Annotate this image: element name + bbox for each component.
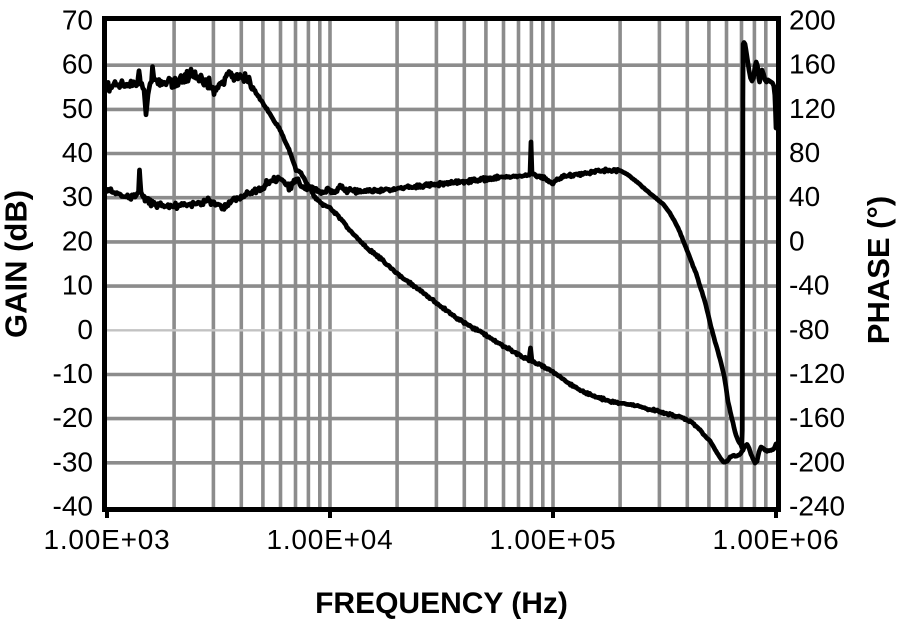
svg-text:0: 0: [789, 225, 805, 256]
svg-text:FREQUENCY (Hz): FREQUENCY (Hz): [315, 587, 568, 620]
svg-text:1.00E+06: 1.00E+06: [712, 524, 839, 555]
svg-text:160: 160: [789, 49, 836, 80]
svg-text:-40: -40: [789, 270, 829, 301]
svg-text:200: 200: [789, 5, 836, 36]
svg-text:0: 0: [77, 314, 93, 345]
svg-text:-200: -200: [789, 446, 845, 477]
svg-text:40: 40: [62, 137, 93, 168]
svg-text:30: 30: [62, 181, 93, 212]
svg-text:1.00E+03: 1.00E+03: [43, 524, 170, 555]
svg-text:GAIN (dB): GAIN (dB): [0, 190, 34, 338]
svg-text:120: 120: [789, 93, 836, 124]
svg-text:80: 80: [789, 137, 820, 168]
svg-text:-20: -20: [53, 402, 93, 433]
svg-text:-80: -80: [789, 314, 829, 345]
svg-text:-240: -240: [789, 491, 845, 522]
svg-text:-30: -30: [53, 446, 93, 477]
svg-text:-40: -40: [53, 491, 93, 522]
svg-text:40: 40: [789, 181, 820, 212]
svg-text:50: 50: [62, 93, 93, 124]
svg-text:-120: -120: [789, 358, 845, 389]
svg-text:10: 10: [62, 270, 93, 301]
svg-text:PHASE (°): PHASE (°): [861, 196, 896, 344]
svg-text:1.00E+04: 1.00E+04: [266, 524, 393, 555]
svg-text:-10: -10: [53, 358, 93, 389]
svg-text:60: 60: [62, 49, 93, 80]
svg-text:20: 20: [62, 225, 93, 256]
svg-text:1.00E+05: 1.00E+05: [489, 524, 616, 555]
svg-text:70: 70: [62, 5, 93, 36]
svg-text:-160: -160: [789, 402, 845, 433]
